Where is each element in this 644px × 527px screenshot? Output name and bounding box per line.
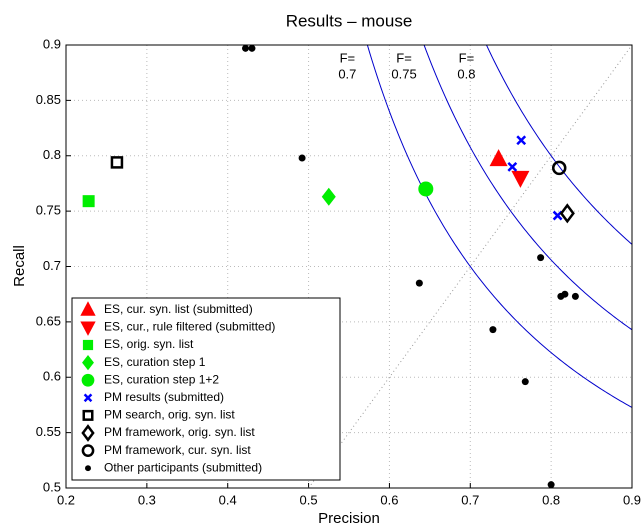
data-point	[418, 181, 434, 197]
y-tick-label: 0.8	[43, 147, 61, 162]
x-tick-label: 0.4	[219, 492, 237, 507]
legend-marker	[80, 301, 96, 316]
y-tick-label: 0.7	[43, 258, 61, 273]
legend-label: ES, curation step 1	[104, 355, 206, 369]
legend-marker	[82, 409, 94, 421]
y-axis-title: Recall	[11, 245, 28, 287]
data-point	[489, 149, 508, 167]
legend-label: PM results (submitted)	[104, 390, 224, 404]
legend-label: Other participants (submitted)	[104, 460, 262, 474]
legend-marker	[82, 339, 94, 351]
y-tick-label: 0.65	[36, 313, 61, 328]
legend-label: ES, cur., rule filtered (submitted)	[104, 320, 275, 334]
f-label-prefix: F=	[340, 50, 356, 65]
data-point	[82, 195, 95, 208]
legend-label: ES, cur. syn. list (submitted)	[104, 302, 253, 316]
legend-label: ES, orig. syn. list	[104, 337, 194, 351]
data-point	[415, 279, 423, 287]
data-point	[547, 481, 555, 489]
f-label-value: 0.7	[338, 66, 356, 81]
data-point	[561, 290, 569, 298]
legend-marker	[81, 373, 95, 387]
x-axis-title: Precision	[318, 510, 380, 527]
legend-label: PM framework, cur. syn. list	[104, 443, 251, 457]
y-tick-label: 0.6	[43, 369, 61, 384]
legend-marker	[82, 354, 94, 371]
data-point	[537, 254, 545, 262]
chart-title: Results – mouse	[286, 11, 413, 30]
data-point	[516, 135, 527, 146]
data-point	[489, 326, 497, 334]
x-tick-label: 0.2	[57, 492, 75, 507]
legend-marker	[83, 393, 93, 403]
y-tick-label: 0.75	[36, 203, 61, 218]
data-point	[248, 44, 256, 52]
legend-label: PM search, orig. syn. list	[104, 408, 235, 422]
f-curve	[423, 45, 632, 331]
f-label-prefix: F=	[459, 50, 475, 65]
y-tick-label: 0.55	[36, 424, 61, 439]
data-point	[507, 161, 518, 172]
plot-frame	[65, 44, 633, 489]
data-point	[559, 203, 575, 224]
data-point	[511, 170, 530, 188]
x-tick-label: 0.6	[380, 492, 398, 507]
data-point	[110, 156, 124, 169]
data-point	[298, 154, 306, 162]
legend-marker	[85, 465, 91, 472]
data-point	[571, 292, 579, 300]
f-label-value: 0.8	[457, 66, 475, 81]
x-tick-label: 0.7	[461, 492, 479, 507]
y-tick-label: 0.9	[43, 36, 61, 51]
legend-marker	[81, 424, 95, 442]
legend-label: ES, curation step 1+2	[104, 372, 219, 386]
x-tick-label: 0.8	[542, 492, 560, 507]
y-tick-label: 0.5	[43, 479, 61, 494]
data-point	[242, 44, 250, 52]
legend-marker	[80, 321, 96, 336]
legend-marker	[81, 444, 95, 457]
x-tick-label: 0.5	[300, 492, 318, 507]
f-label-value: 0.75	[391, 66, 416, 81]
x-tick-label: 0.9	[623, 492, 641, 507]
x-tick-label: 0.3	[138, 492, 156, 507]
plot-layer	[308, 45, 632, 488]
f-curve	[485, 45, 632, 245]
legend-label: PM framework, orig. syn. list	[104, 425, 255, 439]
legend-box	[71, 297, 341, 481]
data-point	[321, 187, 336, 206]
f-label-prefix: F=	[396, 50, 412, 65]
data-point	[551, 160, 567, 176]
data-point	[521, 378, 529, 386]
f-curve	[366, 45, 632, 408]
y-tick-label: 0.85	[36, 92, 61, 107]
